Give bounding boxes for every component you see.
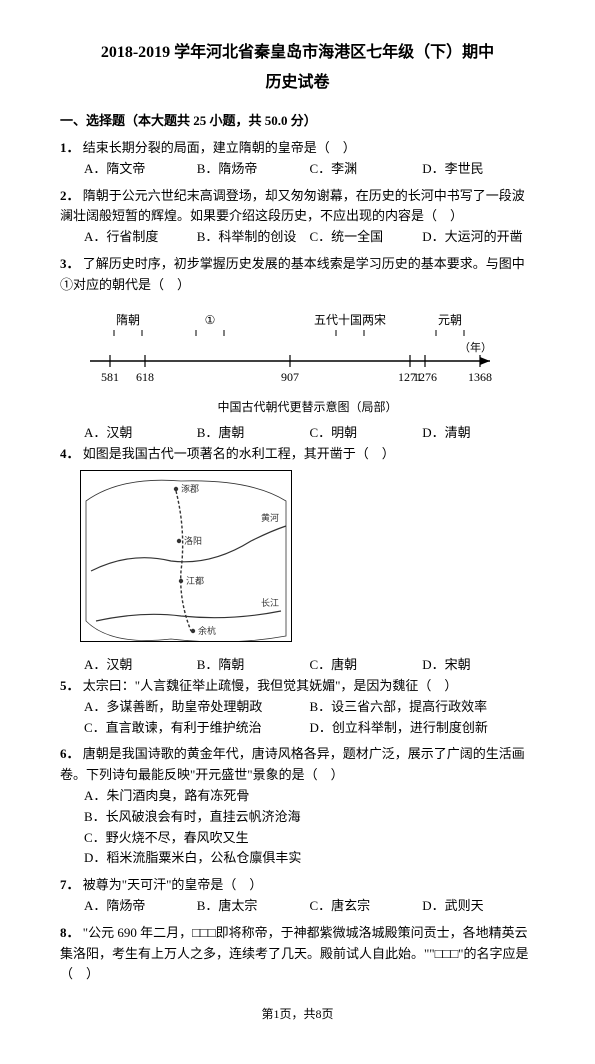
svg-text:洛阳: 洛阳: [184, 535, 202, 546]
q1-optD: D．李世民: [422, 159, 535, 180]
q2-text: 隋朝于公元六世纪末高调登场，却又匆匆谢幕，在历史的长河中书写了一段波澜壮阔般短暂…: [60, 188, 525, 224]
q1-text: 结束长期分裂的局面，建立隋朝的皇帝是（ ）: [83, 140, 356, 155]
q7-optA: A．隋炀帝: [84, 896, 197, 917]
q5-optC: C．直言敢谏，有利于维护统治: [84, 718, 310, 739]
q3-optA: A．汉朝: [84, 423, 197, 444]
q7-optC: C．唐玄宗: [310, 896, 423, 917]
svg-text:907: 907: [281, 370, 299, 384]
question-5: 5． 太宗曰："人言魏征举止疏慢，我但觉其妩媚"，是因为魏征（ ） A．多谋善断…: [60, 676, 535, 738]
question-6: 6． 唐朝是我国诗歌的黄金年代，唐诗风格各异，题材广泛，展示了广阔的生活画卷。下…: [60, 744, 535, 869]
q2-optC: C．统一全国: [310, 227, 423, 248]
map-diagram: 涿郡洛阳江都余杭 黄河长江: [80, 470, 535, 649]
svg-text:余杭: 余杭: [198, 625, 216, 636]
question-4: 4． 如图是我国古代一项著名的水利工程，其开凿于（ ）: [60, 444, 535, 465]
svg-text:（年）: （年）: [459, 340, 492, 354]
q6-optC: C．野火烧不尽，春风吹又生: [84, 828, 535, 849]
q3-options: A．汉朝 B．唐朝 C．明朝 D．清朝: [60, 423, 535, 444]
q6-optD: D．稻米流脂粟米白，公私仓廪俱丰实: [84, 848, 535, 869]
q4-options: A．汉朝 B．隋朝 C．唐朝 D．宋朝: [60, 655, 535, 676]
timeline-diagram: 581618907127112761368（年）隋朝①五代十国两宋元朝 中国古代…: [80, 306, 535, 417]
q2-num: 2．: [60, 188, 80, 203]
section1-heading: 一、选择题（本大题共 25 小题，共 50.0 分）: [60, 111, 535, 132]
svg-text:①: ①: [205, 313, 216, 327]
q5-optD: D．创立科举制，进行制度创新: [310, 718, 536, 739]
q3-optB: B．唐朝: [197, 423, 310, 444]
q4-optC: C．唐朝: [310, 655, 423, 676]
timeline-caption: 中国古代朝代更替示意图（局部）: [80, 398, 535, 417]
q3-num: 3．: [60, 256, 80, 271]
q6-num: 6．: [60, 746, 80, 761]
svg-text:长江: 长江: [261, 597, 279, 608]
map-svg: 涿郡洛阳江都余杭 黄河长江: [80, 470, 292, 642]
q5-optB: B．设三省六部，提高行政效率: [310, 697, 536, 718]
svg-text:元朝: 元朝: [438, 313, 462, 327]
q4-num: 4．: [60, 446, 80, 461]
q6-text: 唐朝是我国诗歌的黄金年代，唐诗风格各异，题材广泛，展示了广阔的生活画卷。下列诗句…: [60, 746, 525, 782]
q2-optA: A．行省制度: [84, 227, 197, 248]
q3-text: 了解历史时序，初步掌握历史发展的基本线索是学习历史的基本要求。与图中①对应的朝代…: [60, 256, 525, 292]
q4-optD: D．宋朝: [422, 655, 535, 676]
svg-text:江都: 江都: [186, 576, 204, 586]
svg-text:581: 581: [101, 370, 119, 384]
q4-text: 如图是我国古代一项著名的水利工程，其开凿于（ ）: [83, 446, 395, 461]
title-line2: 历史试卷: [60, 70, 535, 96]
q7-optB: B．唐太宗: [197, 896, 310, 917]
question-2: 2． 隋朝于公元六世纪末高调登场，却又匆匆谢幕，在历史的长河中书写了一段波澜壮阔…: [60, 186, 535, 248]
q3-optC: C．明朝: [310, 423, 423, 444]
q2-optB: B．科举制的创设: [197, 227, 310, 248]
question-8: 8． "公元 690 年二月，□□□即将称帝，于神都紫微城洛城殿策问贡士，各地精…: [60, 923, 535, 985]
question-7: 7． 被尊为"天可汗"的皇帝是（ ） A．隋炀帝 B．唐太宗 C．唐玄宗 D．武…: [60, 875, 535, 917]
svg-text:五代十国两宋: 五代十国两宋: [314, 312, 386, 327]
q5-optA: A．多谋善断，助皇帝处理朝政: [84, 697, 310, 718]
svg-text:1276: 1276: [413, 370, 437, 384]
q4-optB: B．隋朝: [197, 655, 310, 676]
svg-text:618: 618: [136, 370, 154, 384]
svg-text:黄河: 黄河: [261, 512, 279, 523]
q1-optC: C．李渊: [310, 159, 423, 180]
q7-text: 被尊为"天可汗"的皇帝是（ ）: [83, 877, 263, 892]
q2-optD: D．大运河的开凿: [422, 227, 535, 248]
title-line1: 2018-2019 学年河北省秦皇岛市海港区七年级（下）期中: [60, 40, 535, 66]
q1-num: 1．: [60, 140, 80, 155]
q7-num: 7．: [60, 877, 80, 892]
q1-optB: B．隋炀帝: [197, 159, 310, 180]
q1-optA: A．隋文帝: [84, 159, 197, 180]
svg-text:1368: 1368: [468, 370, 492, 384]
page-footer: 第1页，共8页: [60, 1005, 535, 1024]
question-1: 1． 结束长期分裂的局面，建立隋朝的皇帝是（ ） A．隋文帝 B．隋炀帝 C．李…: [60, 138, 535, 180]
svg-text:隋朝: 隋朝: [116, 313, 140, 327]
q6-optA: A．朱门酒肉臭，路有冻死骨: [84, 786, 535, 807]
q3-optD: D．清朝: [422, 423, 535, 444]
q8-text: "公元 690 年二月，□□□即将称帝，于神都紫微城洛城殿策问贡士，各地精英云集…: [60, 925, 528, 982]
q5-num: 5．: [60, 678, 80, 693]
svg-text:涿郡: 涿郡: [181, 484, 199, 494]
q8-num: 8．: [60, 925, 80, 940]
q4-optA: A．汉朝: [84, 655, 197, 676]
timeline-svg: 581618907127112761368（年）隋朝①五代十国两宋元朝: [80, 306, 500, 396]
question-3: 3． 了解历史时序，初步掌握历史发展的基本线索是学习历史的基本要求。与图中①对应…: [60, 254, 535, 296]
q7-optD: D．武则天: [422, 896, 535, 917]
q5-text: 太宗曰："人言魏征举止疏慢，我但觉其妩媚"，是因为魏征（ ）: [83, 678, 458, 693]
q6-optB: B．长风破浪会有时，直挂云帆济沧海: [84, 807, 535, 828]
